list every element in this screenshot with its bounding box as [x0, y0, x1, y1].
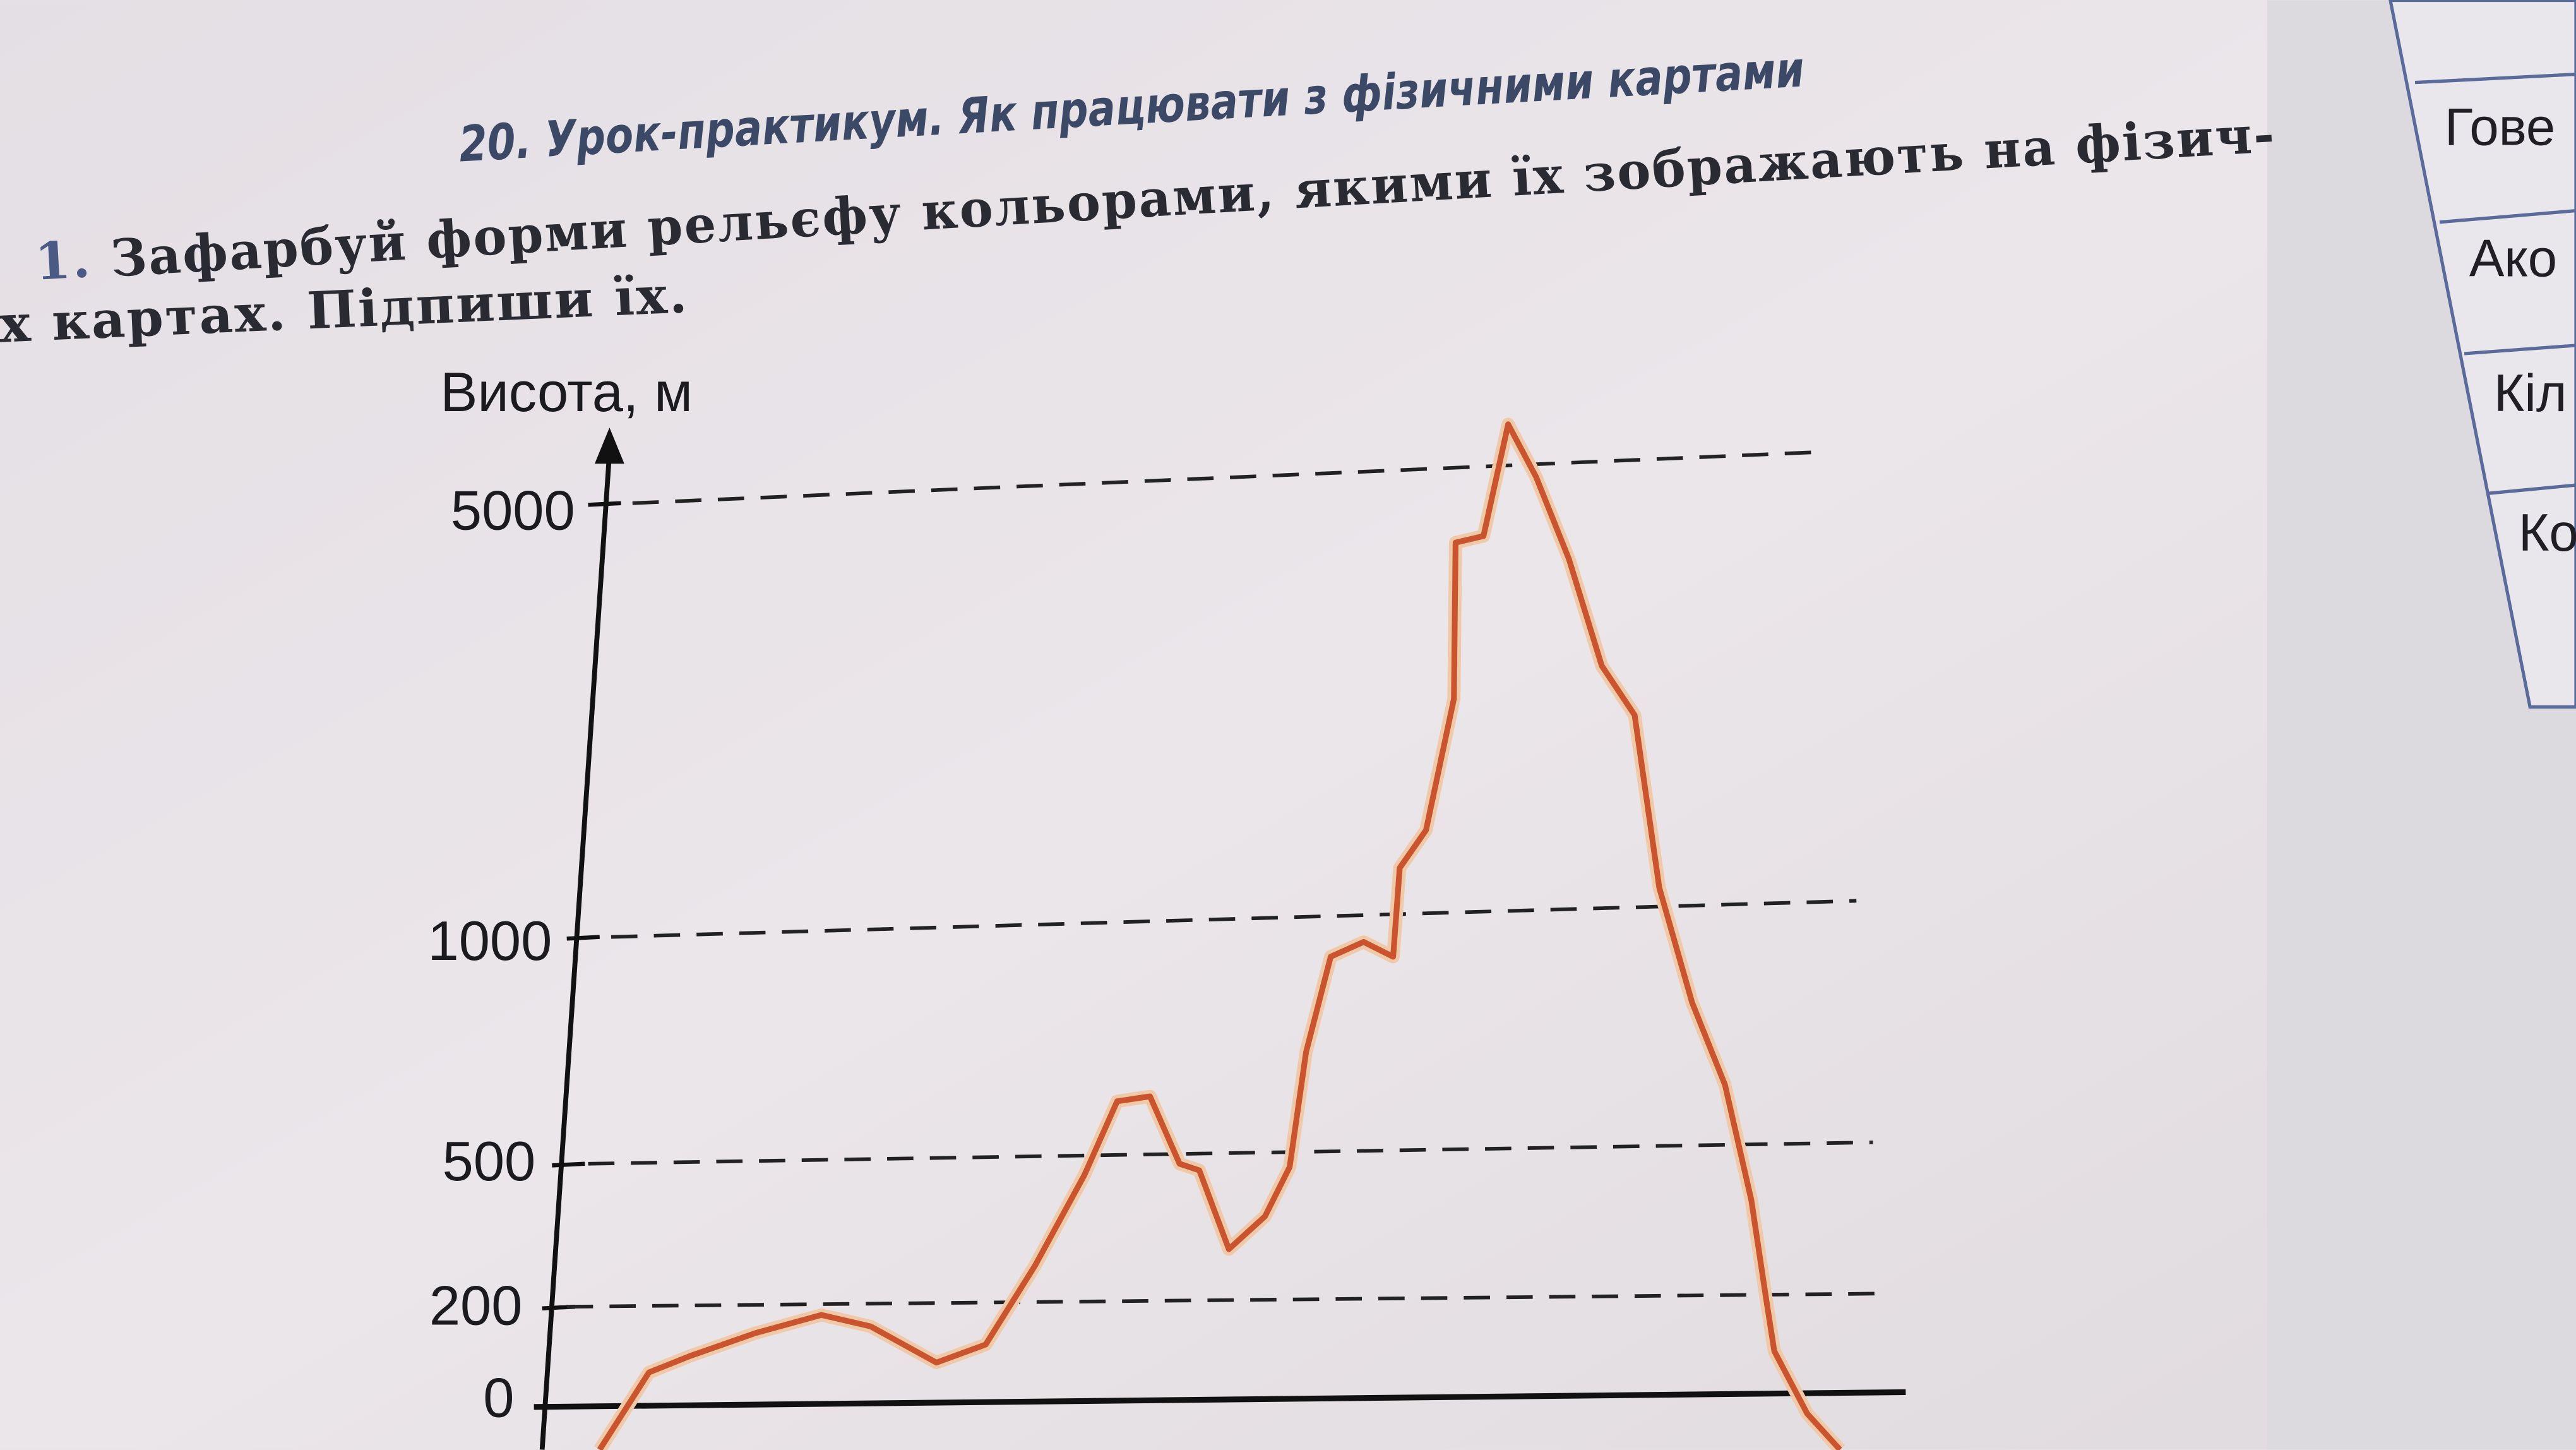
relief-profile	[597, 421, 1842, 1450]
tab-label: Ко	[2519, 503, 2576, 562]
level-line	[588, 1141, 1873, 1166]
tick-label: 0	[483, 1366, 514, 1429]
baseline	[534, 1389, 1906, 1410]
tick-label: 5000	[451, 479, 575, 541]
tick	[552, 1161, 585, 1168]
y-axis-label: Висота, м	[440, 361, 693, 423]
y-axis	[539, 452, 612, 1450]
tab-line	[2439, 208, 2576, 224]
tab-label: Кіл	[2494, 364, 2567, 422]
side-tabs: Гове Ако Кіл Ко	[2388, 0, 2576, 709]
tab-line	[2464, 344, 2576, 356]
tick	[566, 935, 600, 941]
level-line	[632, 450, 1816, 505]
profile-chart: Висота, м 5000 1000 500 200 0	[428, 361, 1906, 1450]
axis-arrow	[594, 428, 624, 464]
tab-label: Ако	[2469, 229, 2557, 288]
tick-label: 1000	[428, 909, 552, 972]
tick	[588, 501, 621, 507]
task-number: 1.	[33, 229, 93, 292]
tab-line	[2488, 483, 2576, 495]
tick-label: 500	[443, 1130, 536, 1192]
level-line	[611, 899, 1857, 939]
tab-label: Гове	[2445, 97, 2555, 156]
tick-label: 200	[429, 1274, 523, 1337]
tab-line	[2414, 72, 2576, 85]
level-line	[566, 1291, 1881, 1309]
